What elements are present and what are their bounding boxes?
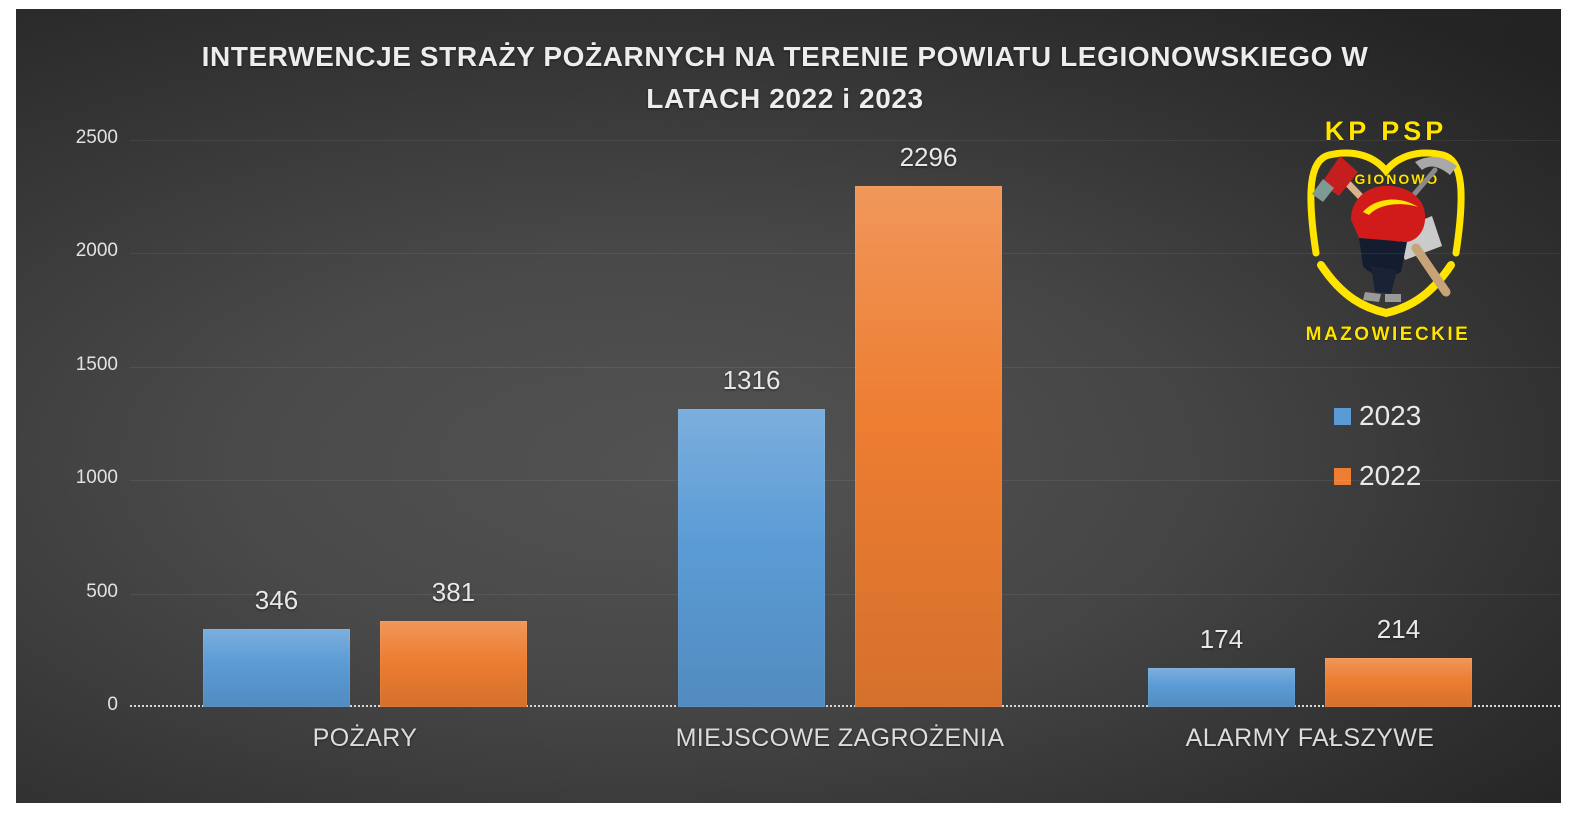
center-axe-handle-icon (1411, 243, 1451, 297)
y-axis-tick-label: 500 (86, 580, 118, 602)
logo-top-text: KP PSP (1325, 116, 1448, 146)
category-axis-label: MIEJSCOWE ZAGROŻENIA (675, 724, 1005, 752)
boot-left-icon (1363, 292, 1381, 302)
bar-value-label: 346 (254, 585, 299, 615)
x-axis-baseline (130, 705, 1560, 707)
legend-label-2023: 2023 (1359, 400, 1422, 431)
bar-2022-alarmy-fałszywe (1325, 658, 1472, 707)
chart-title: INTERWENCJE STRAŻY POŻARNYCH NA TERENIE … (160, 36, 1410, 120)
chart-title-line-2: LATACH 2022 i 2023 (646, 83, 924, 114)
gridline (130, 367, 1560, 368)
legend-swatch-2022 (1334, 467, 1351, 485)
fire-brigade-emblem: KP PSP LEGIONOWO (1305, 116, 1471, 346)
y-axis-tick-label: 1000 (75, 467, 118, 489)
y-axis-tick-label: 2000 (75, 240, 118, 262)
bar-2022-miejscowe-zagrożenia (855, 186, 1002, 707)
bar-value-label: 1316 (722, 365, 781, 395)
bar-2023-alarmy-fałszywe (1148, 668, 1295, 707)
helmet-icon (1351, 185, 1426, 242)
bar-value-label: 214 (1376, 614, 1421, 644)
bar-2023-miejscowe-zagrożenia (678, 409, 825, 707)
boot-right-icon (1385, 294, 1401, 302)
pickaxe-head-icon (1415, 156, 1457, 175)
legend-swatch-2023 (1334, 407, 1351, 425)
bar-value-label: 381 (431, 577, 476, 607)
gridline (130, 594, 1560, 595)
helmet-stripe-icon (1363, 199, 1418, 215)
legend-item-2023: 2023 (1334, 400, 1421, 432)
y-axis-tick-label: 1500 (75, 353, 118, 375)
legend-item-2022: 2022 (1334, 460, 1421, 492)
gridline (130, 253, 1560, 254)
axe-blade-icon (1312, 179, 1334, 202)
category-axis-label: ALARMY FAŁSZYWE (1185, 724, 1435, 752)
logo-shield-text: LEGIONOWO (1333, 171, 1440, 187)
figure-body-icon (1371, 266, 1397, 294)
shield-outline-bottom (1317, 261, 1455, 318)
category-axis-label: POŻARY (312, 724, 418, 752)
y-axis-tick-label: 0 (107, 694, 118, 715)
y-axis-tick-label: 2500 (75, 127, 118, 148)
chart-title-line-1: INTERWENCJE STRAŻY POŻARNYCH NA TERENIE … (201, 41, 1369, 72)
fire-brigade-logo: KP PSP LEGIONOWO (1283, 108, 1488, 348)
gridline (130, 480, 1560, 481)
logo-bottom-text: MAZOWIECKIE (1306, 324, 1471, 345)
bar-value-label: 174 (1199, 624, 1244, 654)
bar-2022-pożary (380, 621, 527, 707)
bar-2023-pożary (203, 629, 350, 707)
bar-value-label: 2296 (899, 142, 958, 172)
helmet-visor-icon (1359, 238, 1407, 277)
gridline (130, 140, 1560, 141)
legend-label-2022: 2022 (1359, 460, 1422, 491)
chart-legend: 2023 2022 (1334, 400, 1421, 492)
shield-outline-top (1307, 149, 1465, 257)
